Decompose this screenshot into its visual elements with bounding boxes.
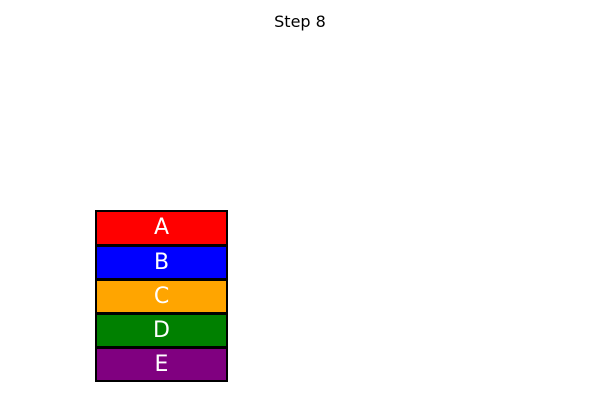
step-title: Step 8 bbox=[274, 12, 326, 31]
block-label: A bbox=[153, 215, 170, 240]
block-label: B bbox=[153, 249, 170, 275]
block-e: E bbox=[95, 347, 228, 382]
block-a: A bbox=[95, 210, 228, 246]
block-c: C bbox=[95, 279, 228, 314]
block-stack: A B C D E bbox=[95, 210, 228, 382]
block-label: D bbox=[153, 317, 170, 343]
block-label: E bbox=[154, 351, 169, 377]
block-d: D bbox=[95, 313, 228, 348]
block-b: B bbox=[95, 245, 228, 280]
block-label: C bbox=[153, 283, 170, 309]
